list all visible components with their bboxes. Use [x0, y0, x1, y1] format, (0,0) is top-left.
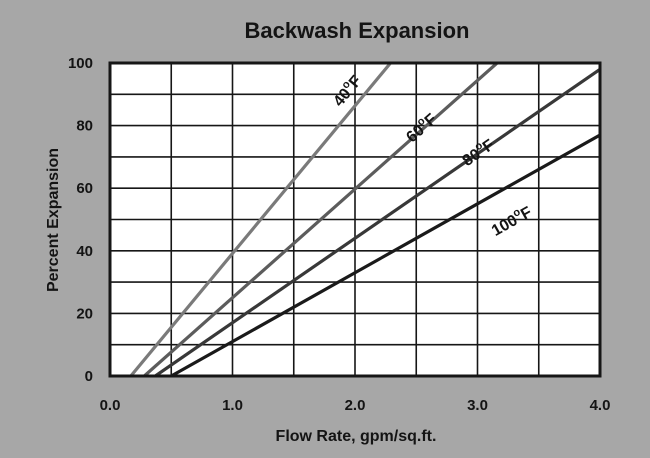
series-lines [129, 63, 600, 376]
y-tick-labels: 0 20 40 60 80 100 [68, 55, 93, 385]
plot-border [108, 61, 602, 378]
x-tick-label: 4.0 [590, 397, 611, 414]
x-tick-labels: 0.0 1.0 2.0 3.0 4.0 [100, 397, 611, 414]
chart-title: Backwash Expansion [245, 18, 470, 43]
series-line-80f [154, 67, 600, 376]
y-tick-label: 40 [76, 243, 93, 260]
series-line-40f [129, 63, 392, 376]
x-tick-label: 1.0 [222, 397, 243, 414]
x-axis-label: Flow Rate, gpm/sq.ft. [276, 428, 437, 445]
y-tick-label: 100 [68, 55, 93, 72]
x-tick-label: 0.0 [100, 397, 121, 414]
y-tick-label: 20 [76, 305, 93, 322]
y-axis-label: Percent Expansion [45, 148, 62, 292]
x-tick-label: 2.0 [345, 397, 366, 414]
y-tick-label: 60 [76, 180, 93, 197]
series-line-100f [170, 133, 600, 376]
series-line-60f [143, 63, 499, 376]
x-tick-label: 3.0 [467, 397, 488, 414]
y-tick-label: 0 [85, 368, 93, 385]
y-tick-label: 80 [76, 118, 93, 135]
